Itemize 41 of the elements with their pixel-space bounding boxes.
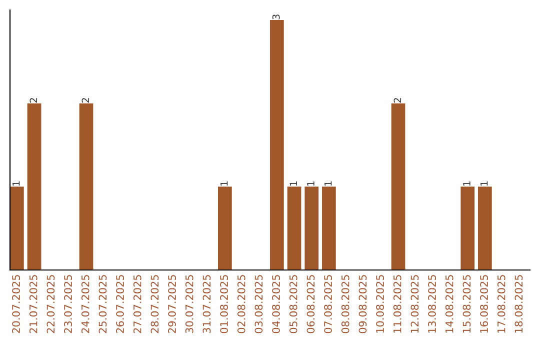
- data-label: 3: [272, 14, 280, 20]
- data-label: 2: [82, 98, 89, 103]
- x-tick-label: 26.07.2025: [116, 275, 124, 334]
- x-tick-label: 03.08.2025: [254, 275, 263, 334]
- x-tick-label: 13.08.2025: [428, 275, 436, 333]
- data-label: 1: [220, 181, 228, 186]
- x-tick-label: 14.08.2025: [445, 275, 454, 333]
- x-tick-label: 05.08.2025: [289, 275, 298, 334]
- x-tick-label: 17.08.2025: [497, 275, 506, 333]
- x-tick-label: 25.07.2025: [98, 275, 107, 334]
- data-label: 2: [394, 98, 401, 103]
- x-tick-label: 29.07.2025: [168, 275, 176, 334]
- x-tick-label: 09.08.2025: [358, 275, 367, 334]
- x-tick-label: 18.08.2025: [514, 275, 523, 333]
- x-tick-label: 15.08.2025: [462, 275, 471, 333]
- x-tick-label: 11.08.2025: [393, 275, 402, 333]
- x-tick-label: 23.07.2025: [64, 275, 72, 334]
- x-tick-label: 02.08.2025: [237, 275, 246, 334]
- data-label: 1: [324, 181, 332, 186]
- x-tick-label: 27.07.2025: [133, 275, 142, 334]
- data-label: 1: [12, 181, 20, 186]
- data-label: 1: [290, 181, 297, 186]
- x-tick-label: 30.07.2025: [185, 275, 194, 334]
- data-label: 1: [307, 181, 314, 186]
- x-tick-label: 21.07.2025: [29, 275, 38, 334]
- x-tick-label: 24.07.2025: [81, 275, 90, 334]
- x-tick-label: 07.08.2025: [324, 275, 332, 334]
- x-tick-label: 04.08.2025: [272, 275, 280, 334]
- data-label: 1: [480, 181, 488, 186]
- x-tick-label: 06.08.2025: [306, 275, 315, 334]
- data-label: 1: [463, 181, 470, 186]
- x-tick-label: 01.08.2025: [220, 275, 228, 334]
- x-tick-label: 08.08.2025: [341, 275, 350, 334]
- x-tick-label: 31.07.2025: [202, 275, 211, 334]
- x-tick-label: 22.07.2025: [46, 275, 55, 334]
- x-tick-label: 12.08.2025: [410, 275, 419, 333]
- data-label: 2: [30, 98, 37, 103]
- x-tick-label: 16.08.2025: [480, 275, 488, 333]
- x-tick-label: 20.07.2025: [12, 275, 20, 334]
- x-tick-label: 28.07.2025: [150, 275, 159, 334]
- x-tick-label: 10.08.2025: [376, 275, 384, 333]
